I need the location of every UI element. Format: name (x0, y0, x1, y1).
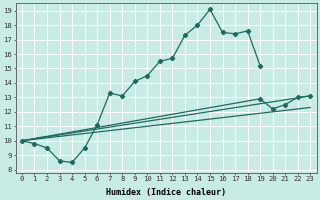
X-axis label: Humidex (Indice chaleur): Humidex (Indice chaleur) (106, 188, 226, 197)
